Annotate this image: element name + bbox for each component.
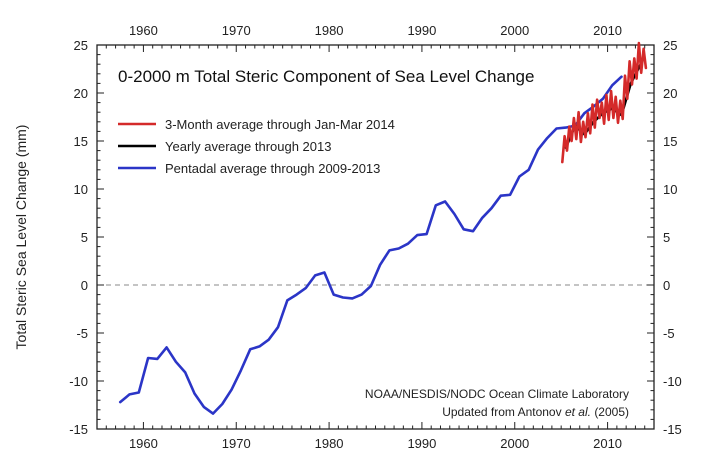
y-tick-label-right: 15 xyxy=(663,134,677,149)
x-tick-label-bottom: 1970 xyxy=(222,436,251,451)
x-tick-label-top: 1970 xyxy=(222,23,251,38)
x-tick-label-bottom: 1960 xyxy=(129,436,158,451)
x-tick-label-top: 2000 xyxy=(500,23,529,38)
x-tick-label-bottom: 2000 xyxy=(500,436,529,451)
series-line-3-month-average-through-jan-mar-2014 xyxy=(560,41,648,164)
source-note-line2: Updated from Antonov et al. (2005) xyxy=(442,405,629,419)
y-tick-label-right: 10 xyxy=(663,182,677,197)
y-tick-label-left: 10 xyxy=(74,182,88,197)
axis-ticks: 1960196019701970198019801990199020002000… xyxy=(69,23,682,451)
x-tick-label-top: 1980 xyxy=(315,23,344,38)
y-tick-label-right: -15 xyxy=(663,422,682,437)
series-line-pentadal-average-through-2009-2013 xyxy=(118,75,623,415)
chart-title: 0-2000 m Total Steric Component of Sea L… xyxy=(118,67,534,86)
y-tick-label-left: 15 xyxy=(74,134,88,149)
x-tick-label-top: 1960 xyxy=(129,23,158,38)
source-note-line1: NOAA/NESDIS/NODC Ocean Climate Laborator… xyxy=(365,387,629,401)
y-axis-title: Total Steric Sea Level Change (mm) xyxy=(13,125,29,350)
y-tick-label-right: 5 xyxy=(663,230,670,245)
y-tick-label-right: 0 xyxy=(663,278,670,293)
legend-label-pentadal: Pentadal average through 2009-2013 xyxy=(165,161,380,176)
x-tick-label-bottom: 1980 xyxy=(315,436,344,451)
legend: 3-Month average through Jan-Mar 2014 Yea… xyxy=(118,117,395,176)
plot-frame xyxy=(96,44,655,430)
y-tick-label-left: 25 xyxy=(74,38,88,53)
y-tick-label-left: 20 xyxy=(74,86,88,101)
y-tick-label-left: 5 xyxy=(81,230,88,245)
x-tick-label-bottom: 2010 xyxy=(593,436,622,451)
y-tick-label-right: 20 xyxy=(663,86,677,101)
y-tick-label-left: 0 xyxy=(81,278,88,293)
x-tick-label-top: 2010 xyxy=(593,23,622,38)
source-note-italic: et al. xyxy=(565,405,591,419)
x-tick-label-bottom: 1990 xyxy=(407,436,436,451)
x-tick-label-top: 1990 xyxy=(407,23,436,38)
y-tick-label-right: -10 xyxy=(663,374,682,389)
y-tick-label-left: -10 xyxy=(69,374,88,389)
source-note-suffix: (2005) xyxy=(594,405,629,419)
series-layer xyxy=(118,41,648,415)
legend-label-yearly: Yearly average through 2013 xyxy=(165,139,331,154)
y-tick-label-right: -5 xyxy=(663,326,675,341)
source-note-prefix: Updated from Antonov xyxy=(442,405,561,419)
y-tick-label-left: -5 xyxy=(76,326,88,341)
y-tick-label-left: -15 xyxy=(69,422,88,437)
y-tick-label-right: 25 xyxy=(663,38,677,53)
legend-label-3-month: 3-Month average through Jan-Mar 2014 xyxy=(165,117,395,132)
